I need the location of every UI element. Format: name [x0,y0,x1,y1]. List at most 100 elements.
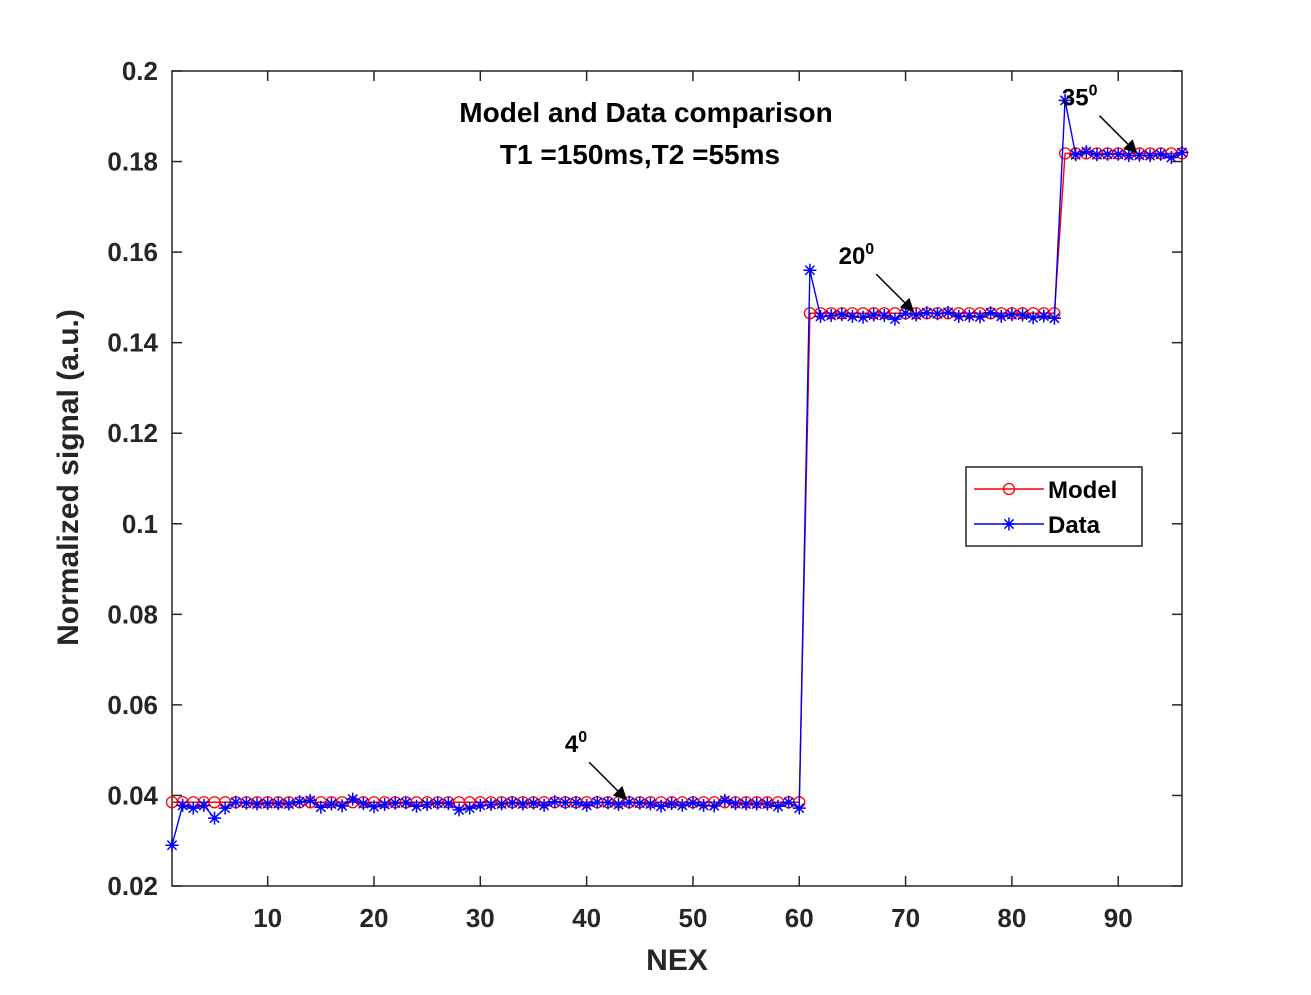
annotations: 40 200 350 [565,83,1138,801]
point-data [771,799,785,813]
point-data [197,798,211,812]
point-data [303,793,317,807]
point-data [176,798,190,812]
point-data [665,797,679,811]
point-data [1143,149,1157,163]
y-tick-label: 0.18 [107,147,158,177]
legend-marker-shape [1002,517,1016,531]
chart-title-line-1: Model and Data comparison [459,97,832,128]
point-data [697,798,711,812]
point-data [962,309,976,323]
point-data [463,801,477,815]
point-data [643,797,657,811]
annotation-arrow [875,273,915,313]
y-tick-label: 0.02 [107,871,158,901]
point-data [675,798,689,812]
point-data [399,796,413,810]
point-data [1005,308,1019,322]
point-data [1079,145,1093,159]
y-axis-label: Normalized signal (a.u.) [52,309,85,646]
y-tick-label: 0.1 [122,509,158,539]
annotation-label: 200 [839,241,875,270]
point-data [261,797,275,811]
point-data [335,799,349,813]
point-data [505,796,519,810]
x-tick-label: 20 [360,903,389,933]
point-data [845,309,859,323]
ticks-layer: 10 20 30 40 50 60 70 80 90 0.02 0.04 0.06 0.08 0.1 0.1… [107,56,1182,933]
point-data [728,797,742,811]
y-tick-label: 0.04 [107,780,158,810]
point-data [410,799,424,813]
point-data [516,797,530,811]
point-data [867,308,881,322]
legend-entry-model: Model [974,477,1117,504]
point-data [824,309,838,322]
point-data [558,796,572,810]
legend: Model Data [965,466,1143,547]
point-data [1111,147,1125,161]
point-data [580,798,594,812]
point-data [314,800,328,814]
x-tick-label: 80 [997,903,1026,933]
point-data [877,309,891,322]
point-data [899,306,913,320]
point-data [1101,147,1115,161]
point-data [569,796,583,810]
point-data [218,801,232,815]
point-data [856,310,870,324]
annotation-label: 40 [565,729,587,758]
annotation-20-deg: 200 [839,241,915,313]
point-data [293,795,307,809]
point-data [537,798,551,812]
legend-marker-data [1002,517,1016,531]
point-data [473,798,487,812]
annotation-4-deg: 40 [565,729,628,801]
y-tick-label: 0.08 [107,599,158,629]
point-data [526,796,540,810]
point-data [1037,309,1051,323]
point-data [601,796,615,810]
point-data [431,796,445,810]
legend-label-model: Model [1048,477,1117,504]
point-data [654,799,668,813]
series-data [165,93,1189,852]
point-data [984,306,998,320]
point-data [229,795,243,809]
point-data [356,797,370,811]
x-tick-label: 60 [785,903,814,933]
chart-title-line-2: T1 =150ms,T2 =55ms [500,139,780,170]
annotation-label: 350 [1062,83,1098,112]
point-data [707,799,721,813]
point-data [495,797,509,811]
annotation-arrow [1098,115,1138,154]
point-data [909,308,923,322]
point-data [1069,148,1083,162]
point-data [271,797,285,811]
series-layer [165,93,1189,852]
x-tick-label: 10 [253,903,282,933]
point-data [1047,311,1061,325]
point-data [633,796,647,810]
point-data [420,798,434,811]
point-data [952,309,966,323]
x-tick-label: 30 [466,903,495,933]
point-data [739,797,753,811]
point-data [282,797,296,811]
point-data [452,803,466,817]
x-axis-label: NEX [646,944,708,977]
point-data [760,797,774,811]
point-data [1122,149,1136,163]
point-data [1090,148,1104,162]
point-data [165,838,179,852]
point-data [324,797,338,811]
x-tick-label: 70 [891,903,920,933]
point-data [484,798,498,811]
point-data [239,796,253,810]
point-data [388,796,402,810]
x-tick-label: 50 [678,903,707,933]
y-tick-label: 0.2 [122,56,158,86]
point-data [920,306,934,320]
point-data [686,796,700,810]
